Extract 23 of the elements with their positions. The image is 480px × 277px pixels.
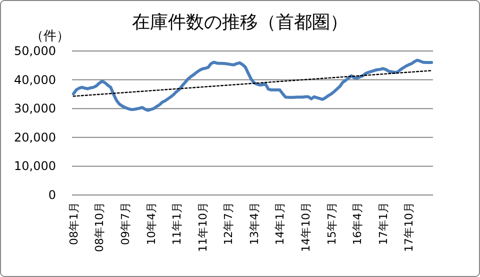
y-tick-label: 30,000: [14, 102, 56, 116]
x-tick-label: 17年1月: [376, 202, 390, 245]
y-tick-label: 20,000: [14, 130, 56, 144]
line-series: [72, 58, 434, 112]
y-tick-label: 50,000: [14, 44, 56, 58]
x-tick-label: 12年7月: [222, 202, 236, 245]
x-tick-label: 17年10月: [402, 202, 416, 252]
x-tick-label: 08年1月: [67, 202, 80, 245]
x-tick-label: 11年1月: [170, 202, 184, 245]
x-tick-label: 15年7月: [325, 202, 338, 245]
x-tick-label: 09年7月: [119, 202, 132, 245]
y-tick-label: 40,000: [14, 72, 56, 87]
chart-title: 在庫件数の推移（首都圏）: [132, 12, 348, 33]
y-axis-title: （件）: [30, 29, 70, 44]
x-tick-label: 10年4月: [144, 202, 158, 245]
x-tick-label: 13年4月: [248, 202, 261, 245]
x-tick-label: 14年10月: [300, 202, 313, 252]
y-tick-label: 0: [48, 188, 56, 202]
x-tick-label: 11年10月: [196, 202, 210, 252]
y-tick-label: 10,000: [14, 159, 56, 174]
x-tick-label: 16年4月: [351, 202, 364, 245]
x-tick-label: 08年10月: [93, 202, 106, 252]
x-tick-label: 14年1月: [274, 202, 287, 245]
